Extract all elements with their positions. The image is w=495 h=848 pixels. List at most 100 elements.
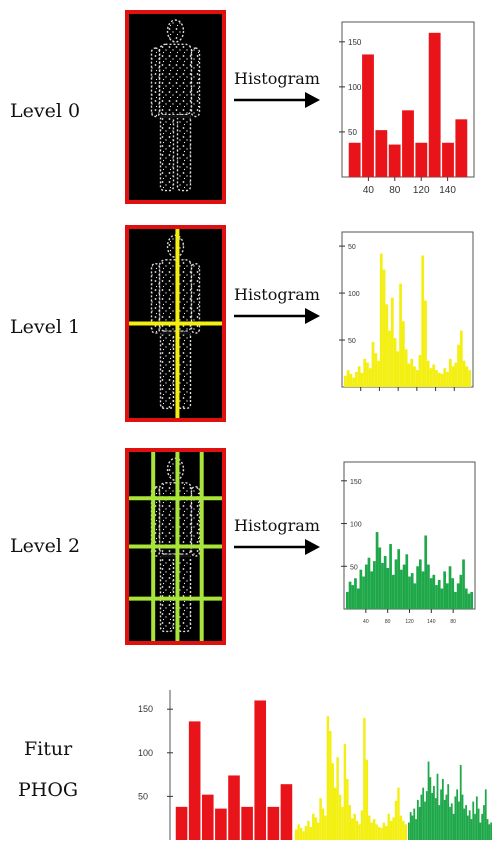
phog-bar: [297, 824, 300, 840]
phog-bar: [458, 801, 460, 840]
level-2-arrow-label: Histogram: [234, 516, 320, 535]
phog-bar: [440, 789, 442, 840]
histogram-bar: [389, 544, 392, 609]
histogram-bar: [459, 330, 463, 387]
histogram-bar: [397, 549, 401, 609]
histogram-bar: [349, 373, 353, 387]
phog-bar: [463, 808, 466, 840]
histogram-bar: [375, 532, 379, 609]
phog-bar: [394, 800, 398, 840]
histogram-bar: [442, 142, 454, 177]
histogram-bar: [421, 571, 425, 609]
phog-bar: [484, 789, 487, 840]
phog-bar: [375, 824, 378, 840]
phog-bar: [382, 822, 386, 840]
phog-bar: [418, 806, 421, 840]
phog-bar: [370, 822, 373, 840]
grid-lines-level-2: [127, 450, 224, 643]
phog-bar: [450, 803, 453, 840]
phog-bar: [304, 826, 308, 840]
phog-bar: [434, 798, 437, 840]
histogram-bar: [451, 366, 455, 387]
image-frame: [125, 448, 226, 645]
person-torso: [158, 43, 193, 116]
y-tick-label: 150: [348, 38, 362, 47]
histogram-bar: [448, 566, 452, 609]
x-tick-label: 120: [413, 185, 430, 196]
level-1-image: [125, 225, 226, 422]
phog-bar: [267, 806, 280, 840]
x-tick-label: 140: [439, 185, 456, 196]
phog-bar: [348, 805, 351, 840]
histogram-bar: [416, 566, 419, 609]
histogram-bar: [407, 363, 411, 387]
phog-bar: [420, 794, 423, 840]
phog-bar: [470, 819, 473, 840]
histogram-bar: [383, 556, 387, 609]
phog-bar: [399, 815, 403, 840]
histogram-bar: [462, 559, 465, 609]
phog-bar: [228, 775, 240, 840]
histogram-bar: [455, 119, 468, 177]
y-tick-label: 50: [350, 564, 358, 571]
phog-bar: [472, 801, 475, 840]
histogram-bar: [421, 255, 425, 387]
histogram-bar: [424, 300, 427, 387]
histogram-bar: [400, 569, 403, 609]
histogram-bar: [393, 338, 397, 387]
phog-bar: [389, 820, 393, 840]
level-0-arrow: Histogram: [234, 69, 320, 108]
histogram-bar: [388, 144, 401, 177]
histogram-bar: [354, 578, 357, 609]
histogram-bar: [371, 341, 375, 387]
histogram-bar: [429, 578, 433, 609]
image-frame: [125, 10, 226, 204]
x-tick-label: 80: [385, 619, 391, 625]
histogram-bar: [415, 142, 428, 177]
histogram-bar: [445, 583, 449, 609]
histogram-bar: [418, 559, 422, 609]
phog-bar: [331, 763, 334, 840]
phog-bar: [385, 826, 388, 840]
y-tick-label: 100: [348, 83, 362, 92]
phog-bar: [343, 744, 347, 840]
histogram-bar: [346, 591, 349, 609]
histogram-bar: [408, 576, 411, 609]
histogram-bar: [364, 564, 368, 609]
phog-bar: [449, 806, 451, 840]
histogram-bar: [418, 355, 422, 387]
phog-bar: [307, 820, 310, 840]
phog-bar: [425, 791, 428, 840]
phog-bar: [341, 806, 344, 840]
histogram-bar: [428, 32, 441, 178]
person-arm: [150, 47, 161, 118]
level-0-label: Level 0: [10, 100, 80, 122]
histogram-bar: [410, 573, 414, 609]
histogram-bar: [368, 368, 372, 387]
histogram-bar: [465, 366, 469, 387]
histogram-bar: [424, 535, 428, 609]
histogram-bar: [394, 559, 398, 609]
phog-bar: [302, 831, 305, 840]
histogram-bar: [457, 344, 460, 387]
phog-bar: [411, 815, 414, 840]
level-2-image: [125, 448, 226, 645]
phog-bar: [466, 815, 469, 840]
phog-bar: [441, 778, 444, 840]
histogram-bar: [366, 362, 369, 387]
histogram-bar: [459, 574, 463, 609]
histogram-bar: [385, 304, 389, 387]
histogram-bar: [382, 269, 386, 387]
histogram-bar: [456, 583, 460, 609]
x-tick-label: 80: [389, 185, 401, 196]
histogram-bar: [415, 370, 419, 387]
phog-bar: [413, 808, 416, 840]
phog-bar: [353, 813, 356, 840]
phog-bar: [429, 777, 432, 840]
level-2-label: Level 2: [10, 535, 80, 557]
histogram-bar: [402, 564, 406, 609]
person-leg: [176, 113, 192, 192]
phog-feature-histogram: 150 100 50: [138, 690, 492, 840]
phog-bar: [372, 819, 376, 840]
histogram-bar: [346, 370, 350, 387]
